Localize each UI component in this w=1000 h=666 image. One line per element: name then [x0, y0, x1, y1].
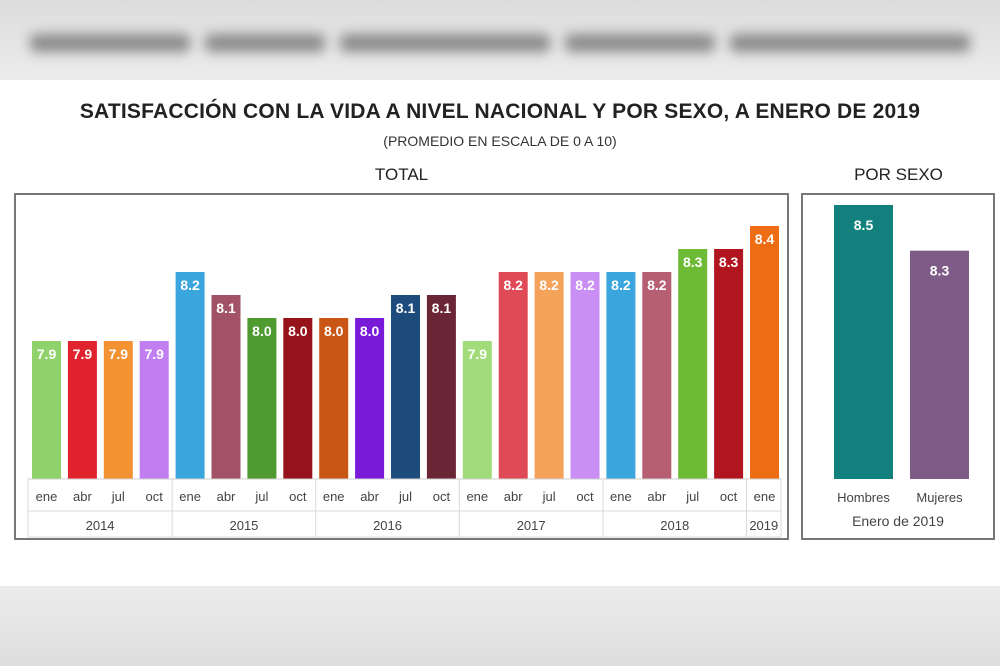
blurred-header-strip	[0, 0, 1000, 80]
bar-value-label: 7.9	[109, 346, 129, 362]
bar-value-label: 8.2	[611, 277, 631, 293]
month-tick-label: jul	[254, 489, 268, 504]
bar-13	[498, 272, 528, 479]
bar-14	[534, 272, 564, 479]
bar-value-label: 8.1	[432, 300, 452, 316]
year-label: 2018	[660, 518, 689, 533]
bar-12	[462, 341, 492, 479]
bar-value-label: 7.9	[468, 346, 488, 362]
sex-panel-title: POR SEXO	[854, 165, 943, 184]
month-tick-label: oct	[576, 489, 594, 504]
bar-value-label: 7.9	[37, 346, 57, 362]
bar-value-label: 7.9	[73, 346, 93, 362]
year-label: 2014	[86, 518, 115, 533]
month-tick-label: oct	[720, 489, 738, 504]
bar-9	[355, 318, 385, 479]
bar-value-label: 7.9	[144, 346, 164, 362]
year-label: 2019	[749, 518, 778, 533]
bar-value-label: 8.5	[854, 217, 874, 233]
month-tick-label: ene	[36, 489, 58, 504]
bar-value-label: 8.2	[575, 277, 595, 293]
month-tick-label: abr	[360, 489, 379, 504]
month-tick-label: abr	[504, 489, 523, 504]
bar-15	[570, 272, 600, 479]
x-axis-label: Enero de 2019	[852, 513, 944, 529]
month-tick-label: jul	[398, 489, 412, 504]
bar-value-label: 8.3	[930, 263, 950, 279]
bar-17	[642, 272, 672, 479]
bar-11	[426, 295, 456, 479]
chart-title: SATISFACCIÓN CON LA VIDA A NIVEL NACIONA…	[79, 100, 921, 123]
bar-19	[714, 249, 744, 479]
bar-10	[391, 295, 420, 479]
bar-value-label: 8.2	[503, 277, 523, 293]
bar-value-label: 8.1	[216, 300, 236, 316]
month-tick-label: oct	[146, 489, 164, 504]
bar-20	[750, 226, 779, 479]
bar-18	[678, 249, 708, 479]
bar-1	[67, 341, 97, 479]
month-tick-label: ene	[610, 489, 632, 504]
chart-subtitle: (PROMEDIO EN ESCALA DE 0 A 10)	[383, 133, 617, 149]
year-label: 2015	[229, 518, 258, 533]
sex-bar-chart: 8.5 Hombres 8.3 Mujeres Enero de 2019	[834, 205, 969, 529]
blurred-header-text	[0, 28, 1000, 58]
bar-value-label: 8.0	[324, 323, 344, 339]
total-bar-chart: 7.9 ene 7.9 abr 7.9 jul 7.9 oct 8.2 ene 8.1 abr 8.0 j…	[27, 226, 782, 538]
bar-3	[139, 341, 169, 479]
month-tick-label: ene	[179, 489, 201, 504]
month-tick-label: jul	[111, 489, 125, 504]
bar-value-label: 8.0	[288, 323, 308, 339]
bar-4	[175, 272, 205, 479]
total-panel-title: TOTAL	[374, 165, 429, 184]
bar-value-label: 8.2	[539, 277, 559, 293]
bar-value-label: 8.4	[755, 231, 775, 247]
month-tick-label: abr	[647, 489, 666, 504]
bar-8	[319, 318, 349, 479]
bar-value-label: 8.3	[719, 254, 739, 270]
month-tick-label: ene	[323, 489, 345, 504]
bar-value-label: 8.2	[647, 277, 667, 293]
month-tick-label: abr	[73, 489, 92, 504]
blurred-footer-strip	[0, 586, 1000, 666]
bar-2	[103, 341, 133, 479]
sex-chart-frame: 8.5 Hombres 8.3 Mujeres Enero de 2019	[801, 193, 995, 540]
bar-mujeres	[910, 250, 969, 479]
bar-value-label: 8.3	[683, 254, 703, 270]
total-chart-frame: 7.9 ene 7.9 abr 7.9 jul 7.9 oct 8.2 ene 8.1 abr 8.0 j…	[14, 193, 789, 540]
bar-5	[211, 295, 241, 479]
month-tick-label: ene	[754, 489, 776, 504]
bar-value-label: 8.1	[396, 300, 416, 316]
year-label: 2017	[517, 518, 546, 533]
category-tick-label: Hombres	[837, 490, 890, 505]
month-tick-label: jul	[542, 489, 556, 504]
bar-16	[606, 272, 636, 479]
year-label: 2016	[373, 518, 402, 533]
month-tick-label: oct	[433, 489, 451, 504]
bar-7	[283, 318, 313, 479]
bar-value-label: 8.0	[252, 323, 272, 339]
month-tick-label: abr	[217, 489, 236, 504]
category-tick-label: Mujeres	[916, 490, 963, 505]
bar-value-label: 8.0	[360, 323, 380, 339]
month-tick-label: ene	[466, 489, 488, 504]
bar-0	[32, 341, 61, 479]
month-tick-label: oct	[289, 489, 307, 504]
bar-6	[247, 318, 277, 479]
bar-hombres	[834, 205, 893, 479]
month-tick-label: jul	[685, 489, 699, 504]
bar-value-label: 8.2	[180, 277, 200, 293]
